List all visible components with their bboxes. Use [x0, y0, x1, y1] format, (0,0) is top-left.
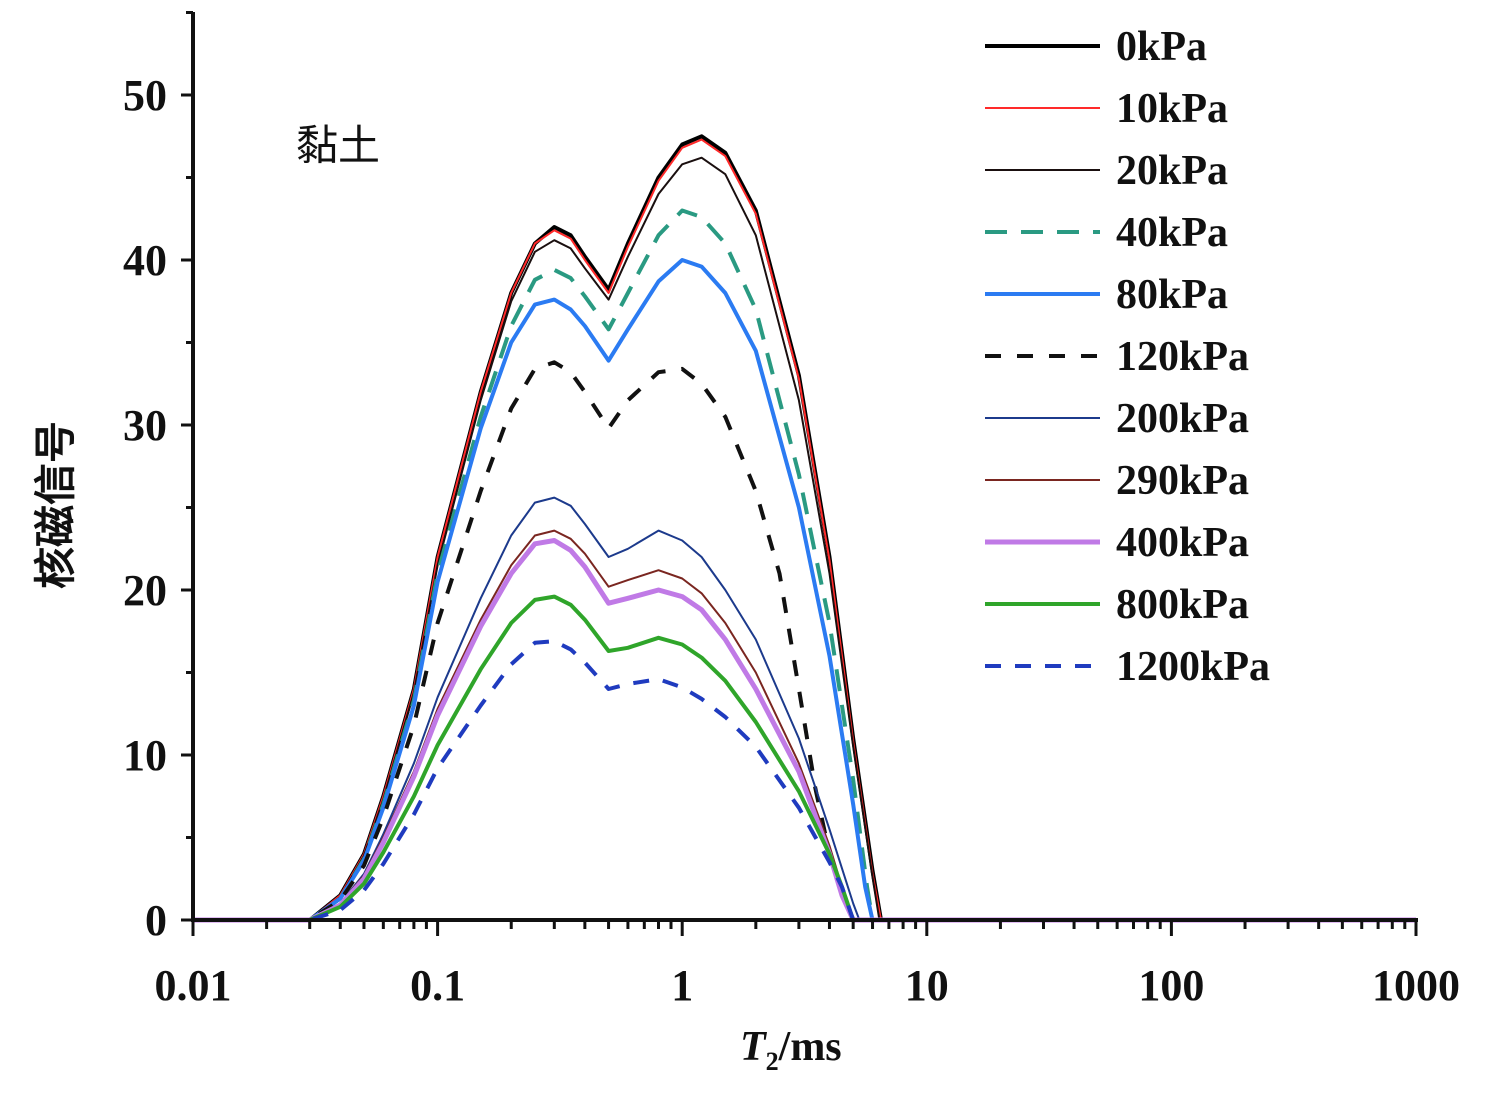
x-axis-title-sub: 2: [766, 1047, 779, 1076]
legend-label: 400kPa: [1116, 520, 1249, 566]
y-axis-title: 核磁信号: [33, 421, 80, 589]
series-line-120kpa: [193, 360, 1416, 922]
y-tick-label: 30: [123, 401, 167, 450]
x-tick-label: 0.01: [155, 961, 232, 1010]
legend-label: 200kPa: [1116, 396, 1249, 442]
x-axis-title: T2/ms: [740, 1024, 842, 1076]
x-axis-title-var: T: [740, 1024, 768, 1070]
axes: [191, 12, 1418, 922]
y-tick-label: 10: [123, 731, 167, 780]
axis-ticks: 0 10 20 30 40 50 0.01 0.1 1 10 100 1000: [123, 11, 1460, 1010]
legend-label: 40kPa: [1116, 210, 1228, 256]
x-tick-label: 0.1: [410, 961, 465, 1010]
x-tick-label: 10: [905, 961, 949, 1010]
y-tick-label: 0: [145, 896, 167, 945]
y-tick-label: 40: [123, 236, 167, 285]
legend-label: 290kPa: [1116, 458, 1249, 504]
x-tick-label: 1000: [1372, 961, 1460, 1010]
y-tick-label: 50: [123, 71, 167, 120]
series-line-20kpa: [193, 156, 1416, 921]
legend: 0kPa 10kPa 20kPa 40kPa 80kPa 120kPa 200kPa 290k…: [985, 24, 1270, 690]
y-tick-label: 20: [123, 566, 167, 615]
legend-label: 20kPa: [1116, 148, 1228, 194]
series-line-800kpa: [193, 594, 1416, 922]
series-line-200kpa: [193, 496, 1416, 921]
series-line-400kpa: [193, 538, 1416, 923]
legend-label: 800kPa: [1116, 582, 1249, 628]
series-line-1200kpa: [193, 639, 1416, 922]
x-axis-title-unit: /ms: [778, 1024, 842, 1070]
x-tick-label: 1: [671, 961, 693, 1010]
legend-label: 0kPa: [1116, 24, 1207, 70]
legend-label: 1200kPa: [1116, 644, 1270, 690]
x-tick-label: 100: [1138, 961, 1204, 1010]
legend-label: 10kPa: [1116, 86, 1228, 132]
chart-annotation: 黏土: [296, 121, 380, 170]
series-lines: [193, 134, 1416, 923]
legend-label: 120kPa: [1116, 334, 1249, 380]
legend-label: 80kPa: [1116, 272, 1228, 318]
series-line-80kpa: [193, 258, 1416, 922]
